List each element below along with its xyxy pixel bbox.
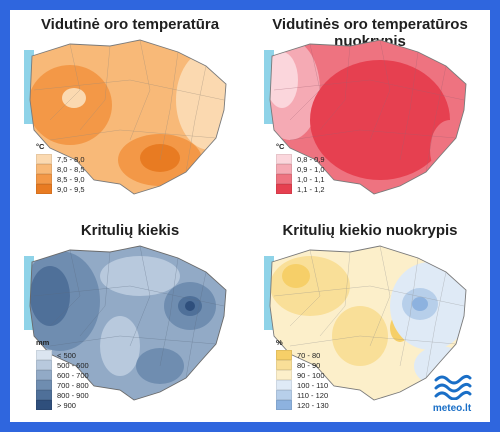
legend-precipitation-anomaly: % 70 - 80 80 - 90 90 - 100 100 - 110 110… [276,338,329,410]
panel-title: Kritulių kiekis [80,222,180,239]
legend-item: 1,1 - 1,2 [276,184,325,194]
meteo-logo: meteo.lt [424,374,480,414]
precipitation-map [24,245,227,401]
legend-precipitation: mm < 500 500 - 600 600 - 700 700 - 800 8… [36,338,89,410]
precipitation-anomaly-map [264,245,467,401]
legend-unit: °C [36,142,45,151]
infographic-card: Vidutinė oro temperatūra °C [10,10,490,422]
temperature-map [24,39,227,195]
legend-item: 600 - 700 [36,370,89,380]
legend-item: 80 - 90 [276,360,329,370]
panel-title: Vidutinė oro temperatūra [40,16,220,33]
legend-item: 1,0 - 1,1 [276,174,325,184]
legend-item: 100 - 110 [276,380,329,390]
legend-item: 120 - 130 [276,400,329,410]
panel-title: Kritulių kiekio nuokrypis [282,222,458,239]
legend-unit: °C [276,142,285,151]
panel-temperature-anomaly: Vidutinės oro temperatūros nuokrypis °C [250,10,490,216]
legend-item: 9,0 - 9,5 [36,184,85,194]
legend-temperature-anomaly: °C 0,8 - 0,9 0,9 - 1,0 1,0 - 1,1 1,1 - 1… [276,142,325,194]
waves-icon [434,374,472,401]
legend-item: 8,0 - 8,5 [36,164,85,174]
legend-item: 7,5 - 8,0 [36,154,85,164]
legend-item: 500 - 600 [36,360,89,370]
panel-precipitation: Kritulių kiekis [10,216,250,422]
legend-item: > 900 [36,400,89,410]
panel-temperature: Vidutinė oro temperatūra °C [10,10,250,216]
temperature-anomaly-map [264,39,467,195]
legend-item: < 500 [36,350,89,360]
legend-item: 90 - 100 [276,370,329,380]
legend-unit: % [276,338,283,347]
legend-temperature: °C 7,5 - 8,0 8,0 - 8,5 8,5 - 9,0 9,0 - 9… [36,142,85,194]
legend-item: 800 - 900 [36,390,89,400]
logo-text: meteo.lt [432,403,472,414]
legend-unit: mm [36,338,50,347]
legend-item: 8,5 - 9,0 [36,174,85,184]
legend-item: 0,8 - 0,9 [276,154,325,164]
legend-item: 0,9 - 1,0 [276,164,325,174]
panel-precipitation-anomaly: Kritulių kiekio nuokrypis [250,216,490,422]
legend-item: 700 - 800 [36,380,89,390]
legend-item: 110 - 120 [276,390,329,400]
legend-item: 70 - 80 [276,350,329,360]
